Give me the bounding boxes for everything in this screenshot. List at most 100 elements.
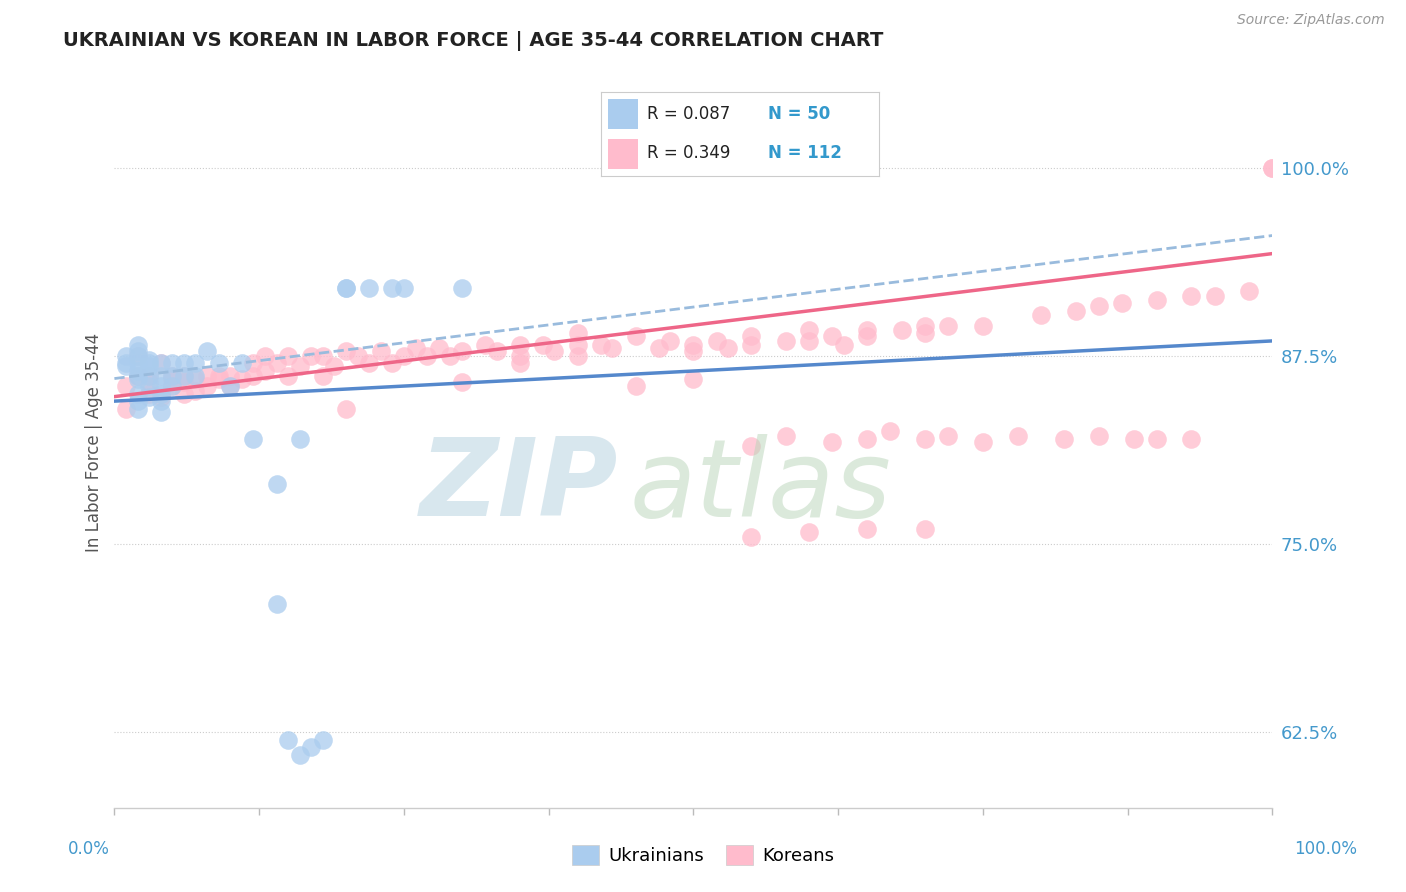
Point xyxy=(936,429,959,443)
Text: ZIP: ZIP xyxy=(420,434,619,540)
Point xyxy=(1111,296,1133,310)
Point xyxy=(335,344,357,359)
Point xyxy=(149,386,172,401)
Point xyxy=(1053,432,1076,446)
Point xyxy=(127,338,149,352)
Point xyxy=(1204,289,1226,303)
Point xyxy=(162,371,184,385)
Point xyxy=(856,522,879,536)
Point xyxy=(173,356,195,370)
Point xyxy=(277,732,299,747)
Point xyxy=(184,368,207,383)
Point xyxy=(1007,429,1029,443)
Point xyxy=(242,356,264,370)
Point xyxy=(312,349,335,363)
Point xyxy=(936,318,959,333)
Y-axis label: In Labor Force | Age 35-44: In Labor Force | Age 35-44 xyxy=(86,333,103,552)
Point xyxy=(1087,299,1109,313)
Point xyxy=(706,334,728,348)
Point xyxy=(682,338,704,352)
Point xyxy=(173,386,195,401)
Point xyxy=(208,371,231,385)
Point xyxy=(195,368,218,383)
Point xyxy=(370,344,392,359)
Point xyxy=(509,356,531,370)
Point xyxy=(184,384,207,398)
Point xyxy=(740,439,762,453)
Point xyxy=(624,379,647,393)
Point xyxy=(879,424,901,438)
Text: atlas: atlas xyxy=(630,434,891,539)
Point xyxy=(346,349,368,363)
Point xyxy=(115,356,138,370)
Point xyxy=(138,359,160,374)
Point xyxy=(149,394,172,409)
Point xyxy=(972,434,994,449)
Point xyxy=(335,281,357,295)
Point xyxy=(717,342,740,356)
Point xyxy=(149,356,172,370)
Point xyxy=(602,342,624,356)
Point xyxy=(914,432,936,446)
Point xyxy=(242,432,264,446)
Point xyxy=(288,747,311,762)
Point xyxy=(127,356,149,370)
Legend: Ukrainians, Koreans: Ukrainians, Koreans xyxy=(565,838,841,872)
Point xyxy=(543,344,565,359)
Point xyxy=(450,281,472,295)
Point xyxy=(138,386,160,401)
Point xyxy=(219,379,242,393)
Point xyxy=(266,477,288,491)
Point xyxy=(682,344,704,359)
Point xyxy=(253,349,276,363)
Point xyxy=(184,371,207,385)
Point xyxy=(242,368,264,383)
Point xyxy=(1261,161,1284,175)
Point xyxy=(115,359,138,374)
Point xyxy=(682,371,704,385)
Point xyxy=(127,349,149,363)
Point xyxy=(149,368,172,383)
Point xyxy=(567,326,589,341)
Point xyxy=(231,371,253,385)
Point xyxy=(485,344,508,359)
Point xyxy=(115,401,138,416)
Point xyxy=(416,349,439,363)
Point xyxy=(162,379,184,393)
Point xyxy=(127,394,149,409)
Point xyxy=(115,379,138,393)
Point xyxy=(277,368,299,383)
Point xyxy=(1064,303,1087,318)
Point xyxy=(799,525,821,540)
Point xyxy=(149,390,172,404)
Point xyxy=(219,379,242,393)
Point xyxy=(138,368,160,383)
Text: Source: ZipAtlas.com: Source: ZipAtlas.com xyxy=(1237,13,1385,28)
Point xyxy=(914,326,936,341)
Point xyxy=(266,356,288,370)
Point xyxy=(162,356,184,370)
Point xyxy=(162,368,184,383)
Point xyxy=(799,323,821,337)
Point xyxy=(392,349,415,363)
Text: 100.0%: 100.0% xyxy=(1294,840,1357,858)
Point xyxy=(856,329,879,343)
Point xyxy=(567,349,589,363)
Point xyxy=(1180,289,1202,303)
Point xyxy=(335,281,357,295)
Point xyxy=(115,349,138,363)
Point xyxy=(589,338,612,352)
Point xyxy=(184,356,207,370)
Point xyxy=(740,338,762,352)
Point xyxy=(1122,432,1144,446)
Point xyxy=(219,368,242,383)
Text: 0.0%: 0.0% xyxy=(67,840,110,858)
Point xyxy=(323,359,346,374)
Point xyxy=(138,375,160,389)
Point xyxy=(138,379,160,393)
Point xyxy=(312,732,335,747)
Point xyxy=(127,368,149,383)
Point xyxy=(231,356,253,370)
Point xyxy=(1029,308,1052,322)
Point xyxy=(312,368,335,383)
